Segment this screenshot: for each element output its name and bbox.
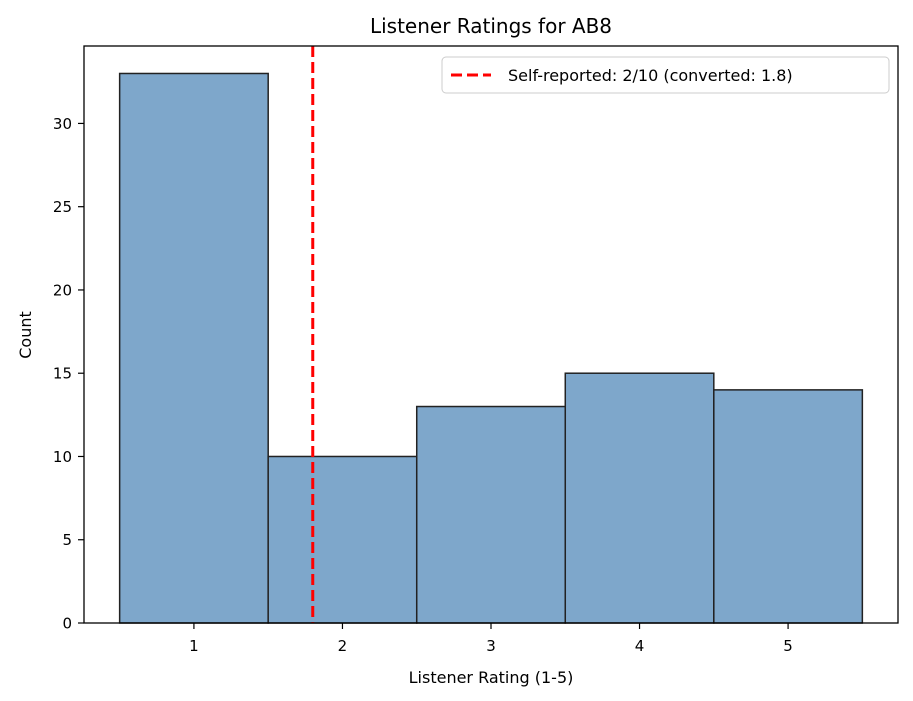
legend-entry-label: Self-reported: 2/10 (converted: 1.8) xyxy=(508,66,793,85)
bar-4 xyxy=(564,372,715,624)
x-tick-label: 2 xyxy=(338,637,348,655)
y-tick-label: 5 xyxy=(62,531,72,549)
legend: Self-reported: 2/10 (converted: 1.8) xyxy=(441,56,890,94)
bar-3 xyxy=(415,405,567,624)
y-tick-label: 20 xyxy=(53,281,72,299)
x-tick-label: 1 xyxy=(189,637,199,655)
x-tick-label: 4 xyxy=(635,637,645,655)
bar-1 xyxy=(118,72,269,624)
x-tick-label: 3 xyxy=(486,637,496,655)
bar-5 xyxy=(713,389,864,624)
y-tick-label: 25 xyxy=(53,198,72,216)
bar-2 xyxy=(267,455,418,624)
y-tick-label: 30 xyxy=(53,115,72,133)
x-tick-label: 5 xyxy=(783,637,793,655)
legend-box xyxy=(441,56,890,94)
chart-title: Listener Ratings for AB8 xyxy=(370,14,612,38)
y-axis-label: Count xyxy=(16,311,35,359)
x-ticks: 1 2 3 4 5 xyxy=(189,623,793,655)
y-ticks: 0 5 10 15 20 25 30 xyxy=(53,115,84,633)
y-tick-label: 15 xyxy=(53,365,72,383)
y-tick-label: 10 xyxy=(53,448,72,466)
bars-group xyxy=(118,72,864,624)
y-tick-label: 0 xyxy=(62,615,72,633)
x-axis-label: Listener Rating (1-5) xyxy=(409,668,574,687)
